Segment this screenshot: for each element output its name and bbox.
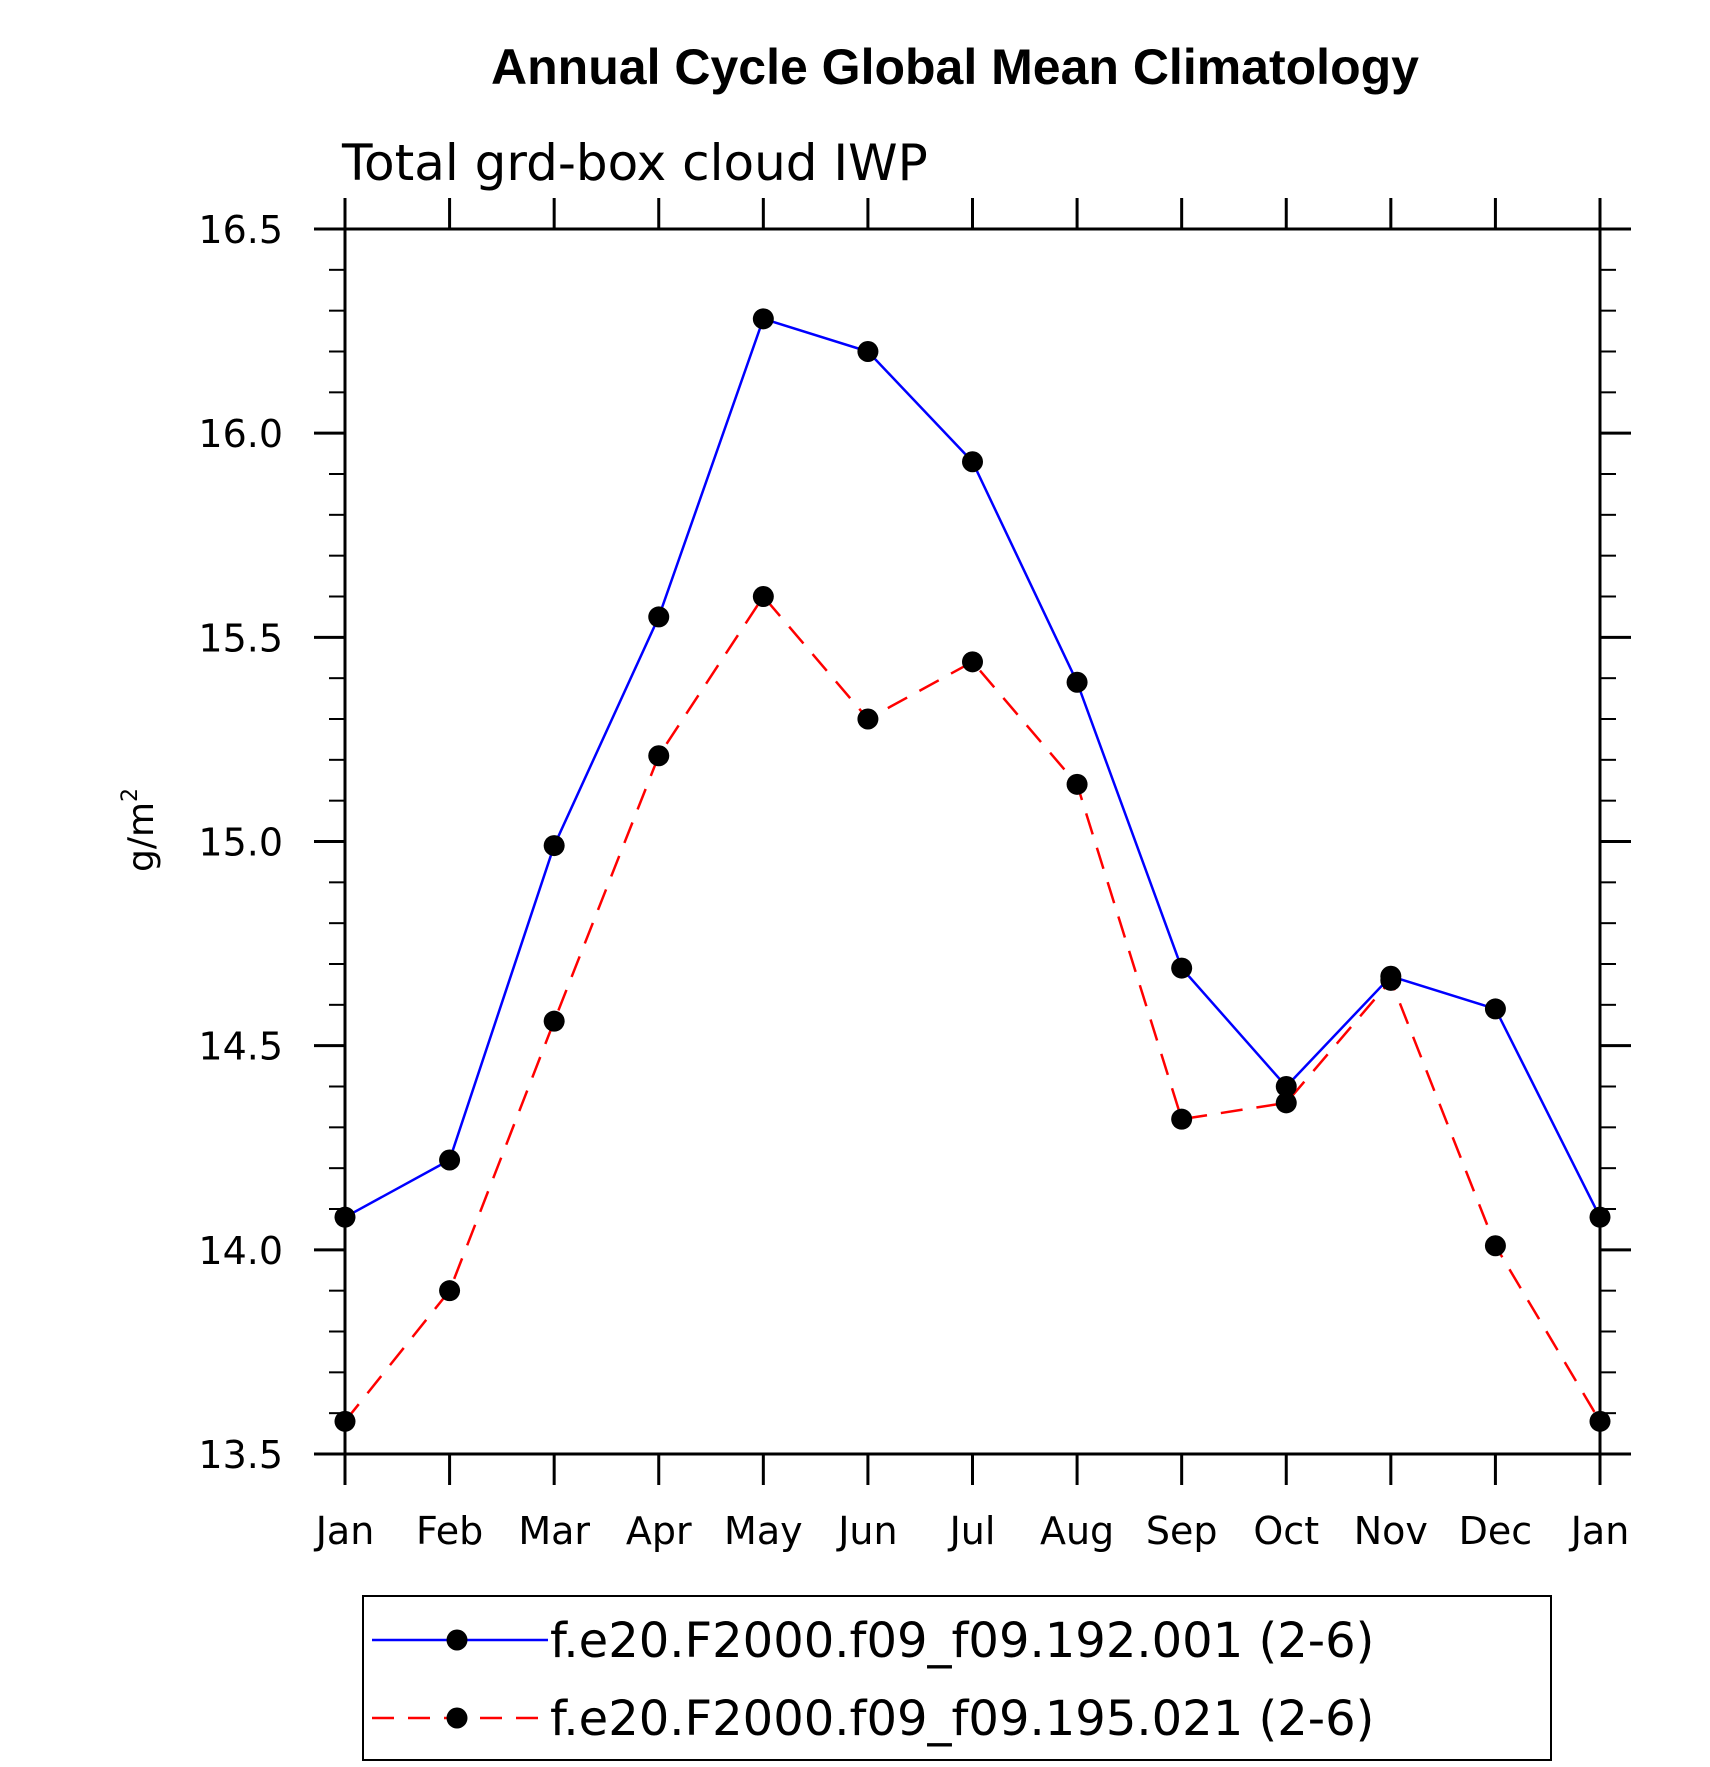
y-tick-labels: 13.5 14.0 14.5 15.0 15.5 16.0 16.5	[198, 208, 283, 1477]
series-1-point	[857, 341, 879, 362]
x-tick-labels: Jan Feb Mar Apr May Jun Jul Aug Sep Oct Nov Dec Jan	[314, 1509, 1630, 1553]
series-2-point	[1066, 773, 1088, 795]
y-axis-label: g/m2	[118, 788, 162, 872]
y-tick-label: 16.5	[198, 208, 283, 252]
x-tick-label: Jul	[948, 1509, 996, 1553]
series-2-point	[857, 708, 879, 730]
x-tick-label: Jan	[314, 1509, 375, 1553]
x-tick-label: Dec	[1459, 1509, 1533, 1553]
x-tick-label: Feb	[416, 1509, 483, 1553]
series-2-point	[1171, 1108, 1193, 1130]
series-2-point	[439, 1280, 461, 1302]
x-tick-label: Nov	[1354, 1509, 1428, 1553]
series-layer	[334, 308, 1611, 1432]
y-axis-label-base: g/m	[121, 802, 162, 872]
y-tick-label: 14.0	[198, 1229, 283, 1273]
series-1-point	[439, 1149, 461, 1171]
series-1-point	[1171, 957, 1193, 979]
series-1-point	[752, 308, 774, 330]
y-tick-label: 15.0	[198, 821, 283, 865]
x-tick-label: Aug	[1040, 1509, 1114, 1553]
legend: f.e20.F2000.f09_f09.192.001 (2-6) f.e20.F…	[362, 1595, 1552, 1761]
svg-text:g/m2: g/m2	[118, 788, 162, 872]
x-tick-label: Jun	[836, 1509, 897, 1553]
series-1-point	[962, 451, 983, 473]
legend-box	[362, 1595, 1552, 1761]
series-2-point	[752, 586, 774, 607]
series-line-2	[344, 594, 1602, 1423]
y-tick-label: 16.0	[198, 412, 283, 456]
series-1-point	[1066, 671, 1088, 693]
plot-frame	[343, 227, 1602, 1456]
y-tick-label: 15.5	[198, 616, 283, 660]
chart-title: Annual Cycle Global Mean Climatology	[491, 39, 1419, 95]
series-1-point	[1275, 1076, 1297, 1097]
x-tick-label: Sep	[1146, 1509, 1218, 1553]
x-tick-label: Oct	[1253, 1509, 1319, 1553]
x-tick-label: May	[724, 1509, 803, 1553]
y-axis-label-exponent: 2	[118, 788, 143, 802]
series-2-point	[1380, 969, 1402, 991]
x-tick-label: Jan	[1569, 1509, 1630, 1553]
x-tick-label: Apr	[626, 1509, 692, 1553]
series-2-point	[1484, 1235, 1506, 1257]
legend-marker-2	[446, 1707, 468, 1729]
axis-ticks	[314, 198, 1631, 1485]
legend-marker-1	[446, 1629, 468, 1651]
x-tick-label: Mar	[518, 1509, 590, 1553]
y-tick-label: 13.5	[198, 1433, 283, 1477]
series-2-point	[543, 1010, 565, 1032]
chart-subtitle: Total grd-box cloud IWP	[341, 134, 928, 192]
legend-label-1: f.e20.F2000.f09_f09.192.001 (2-6)	[550, 1613, 1374, 1669]
legend-label-2: f.e20.F2000.f09_f09.195.021 (2-6)	[550, 1691, 1374, 1747]
series-1-point	[543, 835, 565, 857]
series-1-point	[1484, 998, 1506, 1020]
series-2-point	[648, 745, 670, 767]
legend-entries: f.e20.F2000.f09_f09.192.001 (2-6) f.e20.F…	[372, 1613, 1374, 1747]
series-2-point	[962, 651, 983, 673]
series-1-point	[648, 606, 670, 628]
y-tick-label: 14.5	[198, 1025, 283, 1069]
series-2-point	[1275, 1092, 1297, 1114]
